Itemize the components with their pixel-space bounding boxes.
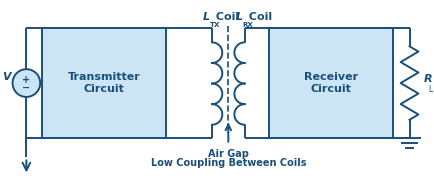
Text: Low Coupling Between Coils: Low Coupling Between Coils (150, 158, 306, 168)
Text: TX: TX (210, 21, 220, 28)
Text: Receiver
Circuit: Receiver Circuit (303, 72, 357, 94)
Text: V: V (2, 72, 10, 82)
Text: RX: RX (242, 21, 253, 28)
Circle shape (13, 69, 40, 97)
Text: Air Gap: Air Gap (207, 149, 248, 159)
Text: −: − (22, 83, 30, 93)
Text: +: + (22, 75, 30, 85)
Text: L: L (235, 12, 242, 22)
Bar (42, 28, 165, 138)
Text: Transmitter
Circuit: Transmitter Circuit (67, 72, 140, 94)
Text: Coil: Coil (244, 12, 271, 22)
Text: Coil: Coil (211, 12, 239, 22)
Text: R: R (422, 74, 431, 84)
Bar (269, 28, 392, 138)
Text: L: L (203, 12, 210, 22)
Text: L: L (427, 85, 431, 94)
Text: IN: IN (13, 85, 22, 94)
